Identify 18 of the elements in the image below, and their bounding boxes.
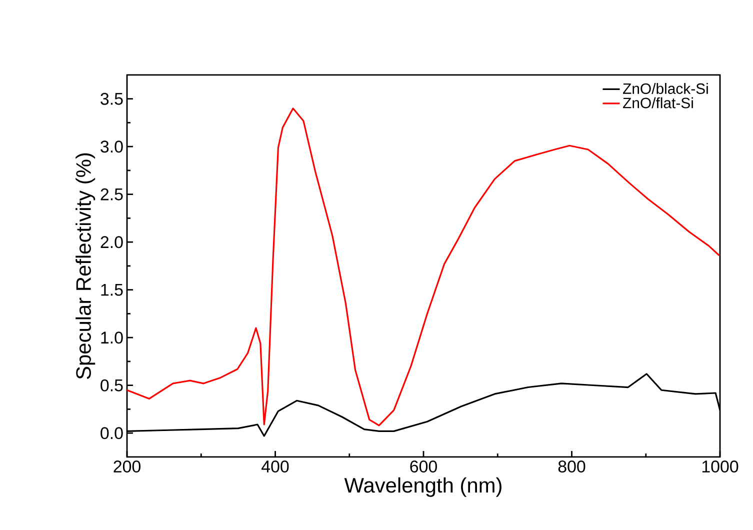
x-axis-title: Wavelength (nm) [344, 477, 502, 497]
y-tick-label: 3.5 [100, 92, 123, 105]
x-tick-label: 1000 [702, 460, 738, 472]
x-tick-label: 600 [410, 460, 437, 472]
legend-label: ZnO/black-Si [622, 82, 708, 94]
x-tick-label: 800 [558, 460, 586, 472]
y-axis-title: Specular Reflectivity (%) [76, 153, 96, 379]
x-tick-label: 400 [262, 460, 289, 472]
x-tick-label: 200 [114, 460, 140, 472]
legend-label: ZnO/flat-Si [622, 97, 693, 108]
y-tick-label: 0.0 [100, 427, 123, 440]
y-tick-label: 2.5 [100, 188, 123, 200]
y-tick-label: 2.0 [100, 236, 123, 248]
y-tick-label: 1.0 [101, 332, 123, 344]
y-tick-label: 1.5 [101, 284, 123, 296]
y-tick-label: 3.0 [100, 140, 123, 153]
line-series [127, 108, 720, 426]
y-tick-label: 0.5 [100, 379, 123, 392]
